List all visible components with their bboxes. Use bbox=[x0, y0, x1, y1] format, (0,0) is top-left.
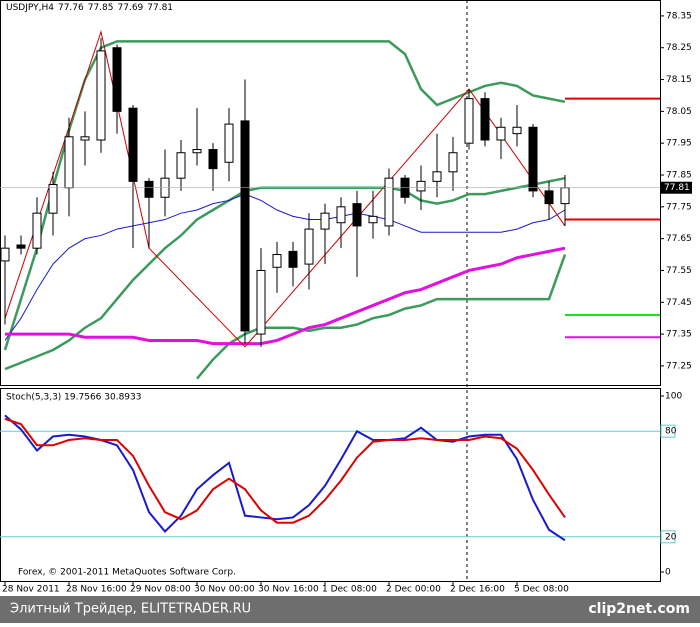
candle-body bbox=[320, 212, 330, 230]
candle-body bbox=[384, 177, 394, 227]
y-tick-label: 77.25 bbox=[666, 361, 692, 371]
candle-body bbox=[240, 120, 250, 332]
candle-body bbox=[208, 149, 218, 170]
candle-body bbox=[464, 98, 474, 144]
y-tick-label: 78.25 bbox=[666, 43, 692, 53]
level-tag bbox=[660, 424, 676, 438]
candle-body bbox=[0, 247, 10, 262]
footer-left: Элитный Трейдер, ELITETRADER.RU bbox=[10, 602, 251, 617]
y-tick-label: 77.95 bbox=[666, 139, 692, 149]
y-tick-label: 100 bbox=[665, 392, 682, 402]
header-field: 77.85 bbox=[88, 3, 114, 13]
y-tick-label: 77.65 bbox=[666, 234, 692, 244]
header-field: 77.69 bbox=[118, 3, 144, 13]
footer-right: clip2net.com bbox=[588, 601, 690, 617]
y-tick-label: 77.55 bbox=[666, 266, 692, 276]
x-tick-label: 30 Nov 00:00 bbox=[194, 585, 255, 595]
candle-body bbox=[112, 47, 122, 112]
y-tick-label: 78.05 bbox=[666, 107, 692, 117]
candle-body bbox=[128, 107, 138, 182]
indicator-line bbox=[5, 246, 566, 346]
candle-body bbox=[96, 50, 106, 141]
candle-body bbox=[32, 212, 42, 249]
candle-body bbox=[480, 98, 490, 141]
candle-body bbox=[16, 244, 26, 249]
y-tick-label: 77.35 bbox=[666, 330, 692, 340]
candle-body bbox=[416, 180, 426, 192]
candle-body bbox=[352, 203, 362, 227]
y-tick-label: 80 bbox=[665, 427, 677, 437]
footer-bar bbox=[0, 596, 700, 623]
stoch-panel bbox=[0, 388, 661, 582]
header-field: 77.76 bbox=[58, 3, 84, 13]
x-tick-label: 28 Nov 16:00 bbox=[66, 585, 127, 595]
indicator-line bbox=[4, 193, 566, 341]
candle-body bbox=[512, 126, 522, 135]
header-field: USDJPY,H4 bbox=[6, 3, 54, 13]
copyright: Forex, © 2001-2011 MetaQuotes Software C… bbox=[18, 568, 236, 578]
x-tick-label: 28 Nov 2011 bbox=[2, 585, 60, 595]
candle-body bbox=[272, 254, 282, 268]
y-tick-label: 77.45 bbox=[666, 298, 692, 308]
header: USDJPY,H4 77.76 77.85 77.69 77.81 bbox=[6, 3, 173, 13]
x-tick-label: 29 Nov 08:00 bbox=[130, 585, 191, 595]
level-tag bbox=[660, 530, 676, 544]
candle-body bbox=[528, 126, 538, 192]
candle-body bbox=[176, 152, 186, 179]
candle-body bbox=[448, 152, 458, 173]
price-tag-label: 77.81 bbox=[664, 183, 690, 193]
candle-body bbox=[256, 269, 266, 335]
x-tick-label: 30 Nov 16:00 bbox=[258, 585, 319, 595]
y-tick-label: 77.85 bbox=[666, 171, 692, 181]
y-tick-label: 0 bbox=[665, 568, 671, 578]
candle-body bbox=[144, 180, 154, 198]
x-tick-label: 5 Dec 08:00 bbox=[514, 585, 569, 595]
y-tick-label: 78.35 bbox=[666, 11, 692, 21]
x-tick-label: 2 Dec 00:00 bbox=[386, 585, 441, 595]
stoch-line bbox=[4, 417, 566, 524]
stoch-title: Stoch(5,3,3) 19.7566 30.8933 bbox=[6, 393, 141, 403]
candle-body bbox=[544, 190, 554, 205]
candle-body bbox=[224, 123, 234, 163]
candle-body bbox=[432, 171, 442, 182]
candle-body bbox=[368, 215, 378, 224]
candle-body bbox=[336, 206, 346, 224]
candle-body bbox=[304, 228, 314, 265]
x-tick-label: 2 Dec 16:00 bbox=[450, 585, 505, 595]
y-tick-label: 78.15 bbox=[666, 75, 692, 85]
x-tick-label: 1 Dec 08:00 bbox=[322, 585, 377, 595]
header-field: 77.81 bbox=[147, 3, 173, 13]
candle-body bbox=[192, 149, 202, 154]
candle-body bbox=[64, 136, 74, 189]
candle-body bbox=[560, 187, 570, 205]
candle-body bbox=[496, 126, 506, 141]
candle-body bbox=[80, 136, 90, 141]
candle-body bbox=[48, 184, 58, 214]
price-tag bbox=[660, 181, 692, 194]
candle-body bbox=[288, 250, 298, 268]
y-tick-label: 20 bbox=[665, 532, 677, 542]
y-tick-label: 77.75 bbox=[666, 202, 692, 212]
